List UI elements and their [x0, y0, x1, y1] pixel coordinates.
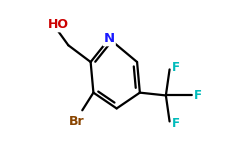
Text: N: N: [104, 32, 115, 45]
Text: F: F: [172, 61, 180, 74]
Text: F: F: [194, 89, 202, 102]
Text: HO: HO: [48, 18, 69, 31]
Text: Br: Br: [69, 115, 84, 128]
Text: F: F: [172, 117, 180, 130]
